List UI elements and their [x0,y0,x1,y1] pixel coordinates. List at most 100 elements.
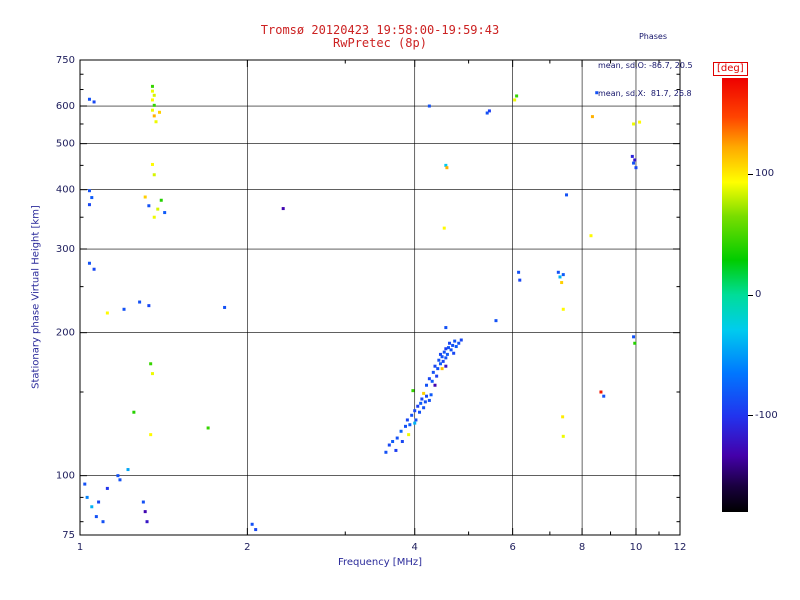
scatter-point [87,203,91,207]
scatter-point [399,429,403,433]
scatter-point [518,278,522,282]
scatter-point [416,404,420,408]
y-tick-label: 200 [56,328,75,339]
colorbar [722,78,748,512]
scatter-point [440,367,444,371]
scatter-point [420,397,424,401]
colorbar-tick-label: -100 [755,409,778,421]
scatter-point [430,379,434,383]
scatter-point [87,97,91,101]
scatter-point [141,500,145,504]
scatter-point [138,300,142,304]
scatter-point [92,267,96,271]
scatter-point [150,98,154,102]
scatter-point [423,400,427,404]
scatter-point [487,109,491,113]
scatter-point [92,100,96,104]
scatter-point [438,352,442,356]
scatter-point [94,515,98,519]
scatter-point [410,413,414,417]
scatter-point [457,341,461,345]
scatter-point [143,510,147,514]
scatter-point [429,393,433,397]
scatter-point [395,436,399,440]
scatter-point [150,108,154,112]
scatter-point [387,443,391,447]
scatter-point [441,359,445,363]
scatter-point [407,433,411,437]
x-tick-label: 1 [77,542,83,553]
scatter-point [453,339,457,343]
scatter-point [132,410,136,414]
plot-border [79,59,681,536]
scatter-point [433,383,437,387]
scatter-point [414,418,418,422]
scatter-point [150,372,154,376]
chart-subtitle: RwPretec (8p) [333,36,427,50]
scatter-point [206,426,210,430]
scatter-point [632,335,636,339]
scatter-point [152,215,156,219]
scatter-point [404,424,408,428]
scatter-point [391,440,395,444]
scatter-point [116,474,120,478]
scatter-point [105,311,109,315]
scatter-point [436,367,440,371]
colorbar-tick-mark [748,294,753,296]
scatter-point [485,111,489,115]
scatter-point [444,326,448,330]
scatter-point [602,394,606,398]
scatter-point [145,520,149,524]
scatter-point [149,433,153,437]
y-tick-label: 300 [56,244,75,255]
scatter-point [561,415,565,419]
x-tick-label: 10 [630,542,643,553]
scatter-point [90,196,94,200]
scatter-point [515,94,519,98]
scatter-point [413,421,417,425]
scatter-point [565,193,569,197]
scatter-point [449,348,453,352]
scatter-point [599,390,603,394]
scatter-point [152,103,156,107]
scatter-point [422,391,426,395]
scatter-point [152,114,156,118]
scatter-point [638,120,642,124]
scatter-point [427,398,431,402]
scatter-point [445,166,449,170]
scatter-point [408,423,412,427]
scatter-point [634,166,638,170]
phases-header: Phases [638,32,668,41]
scatter-point [254,528,258,532]
scatter-point [435,374,439,378]
scatter-point [425,383,429,387]
scatter-point [97,500,101,504]
colorbar-unit-label: [deg] [713,62,748,76]
scatter-point [90,505,94,509]
scatter-point [452,351,456,355]
scatter-point [437,358,441,362]
scatter-point [158,110,162,114]
scatter-point [446,346,450,350]
y-tick-label: 400 [56,185,75,196]
scatter-point [427,104,431,108]
scatter-point [150,84,154,88]
scatter-point [150,162,154,166]
scatter-point [513,98,517,102]
x-tick-label: 6 [509,542,515,553]
scatter-point [156,207,160,211]
x-tick-label: 8 [579,542,585,553]
scatter-point [147,204,151,208]
scatter-point [149,362,153,366]
scatter-point [561,307,565,311]
scatter-point [561,434,565,438]
y-tick-label: 100 [56,471,75,482]
scatter-point [448,341,452,345]
scatter-point [451,343,455,347]
scatter-point [425,394,429,398]
scatter-point [444,364,448,368]
scatter-point [494,319,498,323]
phases-annotation: Phases mean, sd,O: -86.7, 20.5 mean, sd,… [598,13,708,118]
scatter-point [152,93,156,97]
scatter-point [633,341,637,345]
